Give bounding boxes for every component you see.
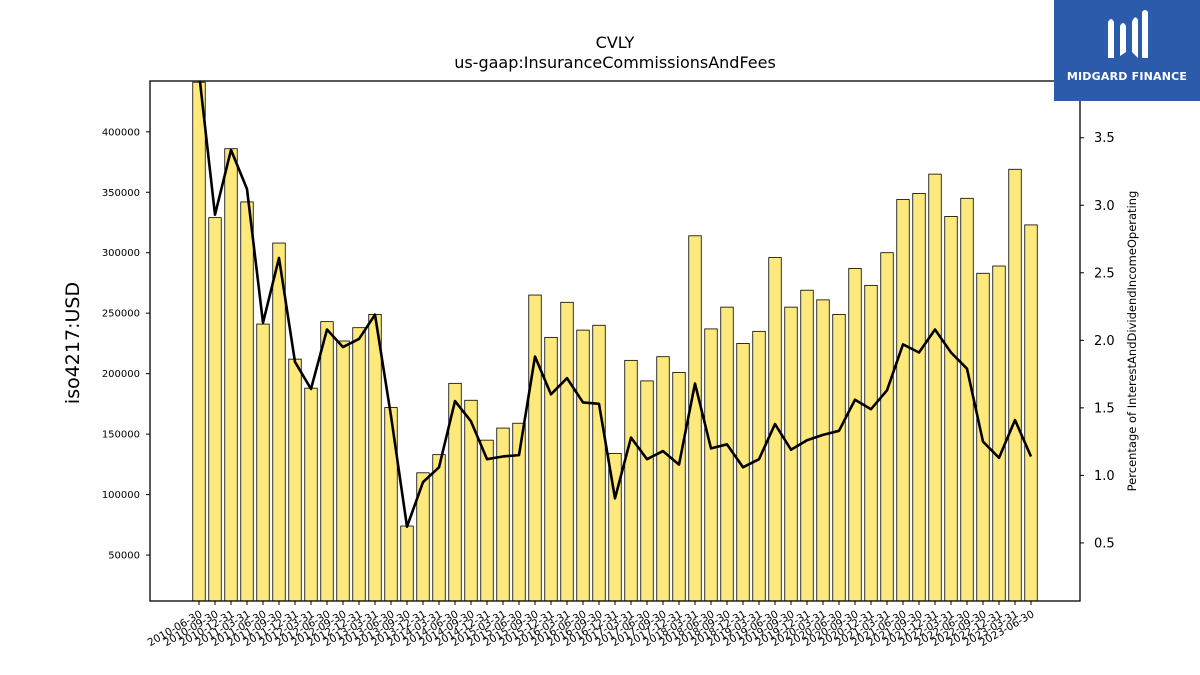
y-tick-label: 50000 bbox=[108, 551, 140, 562]
bar bbox=[848, 268, 862, 602]
chart-subtitle: us-gaap:InsuranceCommissionsAndFees bbox=[454, 53, 776, 72]
bar bbox=[912, 193, 926, 602]
bar bbox=[384, 407, 398, 602]
y2-tick-label: 3.0 bbox=[1094, 199, 1115, 214]
bar bbox=[832, 313, 846, 602]
bar bbox=[720, 306, 734, 602]
bar bbox=[704, 328, 718, 602]
y2-tick-label: 2.0 bbox=[1094, 334, 1115, 349]
bar bbox=[288, 358, 302, 602]
bar bbox=[640, 380, 654, 602]
bar bbox=[256, 323, 270, 602]
bar bbox=[208, 217, 222, 602]
y-tick-label: 300000 bbox=[102, 248, 140, 259]
bar bbox=[656, 356, 670, 602]
bar bbox=[528, 294, 542, 602]
y-tick-label: 150000 bbox=[102, 430, 140, 441]
bar bbox=[496, 427, 510, 602]
y2-tick-label: 2.5 bbox=[1094, 266, 1115, 281]
bar bbox=[672, 372, 686, 602]
bar bbox=[544, 336, 558, 602]
series-line bbox=[198, 81, 1033, 529]
bar bbox=[880, 252, 894, 602]
chart-title: CVLY bbox=[596, 33, 635, 52]
midgard-logo-mark-icon bbox=[1108, 10, 1148, 58]
bar bbox=[688, 235, 702, 602]
bar bbox=[304, 387, 318, 602]
bar bbox=[560, 301, 574, 602]
bar bbox=[432, 454, 446, 602]
logo-text: MIDGARD FINANCE bbox=[1066, 70, 1188, 83]
bar bbox=[320, 321, 334, 602]
y2-tick-label: 3.5 bbox=[1094, 131, 1115, 146]
y-tick-label: 100000 bbox=[102, 490, 140, 501]
bar bbox=[240, 201, 254, 602]
bar bbox=[752, 330, 766, 602]
bar bbox=[480, 439, 494, 602]
bar bbox=[352, 327, 366, 602]
bar bbox=[368, 313, 382, 602]
bar bbox=[400, 525, 414, 602]
bar bbox=[1008, 168, 1022, 602]
y-tick-label: 400000 bbox=[102, 127, 140, 138]
y2-tick-label: 0.5 bbox=[1094, 536, 1115, 551]
midgard-finance-logo: MIDGARD FINANCE bbox=[1054, 0, 1200, 101]
bar bbox=[336, 340, 350, 602]
bar bbox=[864, 284, 878, 602]
bar bbox=[736, 343, 750, 602]
y2-axis-label: Percentage of InterestAndDividendIncomeO… bbox=[1125, 191, 1139, 492]
bar bbox=[800, 289, 814, 602]
y2-tick-label: 1.0 bbox=[1094, 469, 1115, 484]
bar bbox=[272, 242, 286, 602]
y-axis-label: iso4217:USD bbox=[62, 282, 84, 404]
bar bbox=[576, 329, 590, 602]
bar bbox=[896, 199, 910, 602]
bar bbox=[928, 173, 942, 602]
bar bbox=[192, 81, 206, 602]
bar bbox=[784, 306, 798, 602]
bar bbox=[1024, 224, 1038, 602]
y-tick-label: 350000 bbox=[102, 188, 140, 199]
bar bbox=[624, 359, 638, 602]
bar bbox=[944, 216, 958, 602]
bar bbox=[816, 299, 830, 602]
bar bbox=[960, 197, 974, 602]
bar bbox=[992, 265, 1006, 602]
bar bbox=[592, 324, 606, 602]
bar bbox=[224, 148, 238, 602]
y-tick-label: 200000 bbox=[102, 369, 140, 380]
y-tick-label: 250000 bbox=[102, 309, 140, 320]
y2-tick-label: 1.5 bbox=[1094, 401, 1115, 416]
